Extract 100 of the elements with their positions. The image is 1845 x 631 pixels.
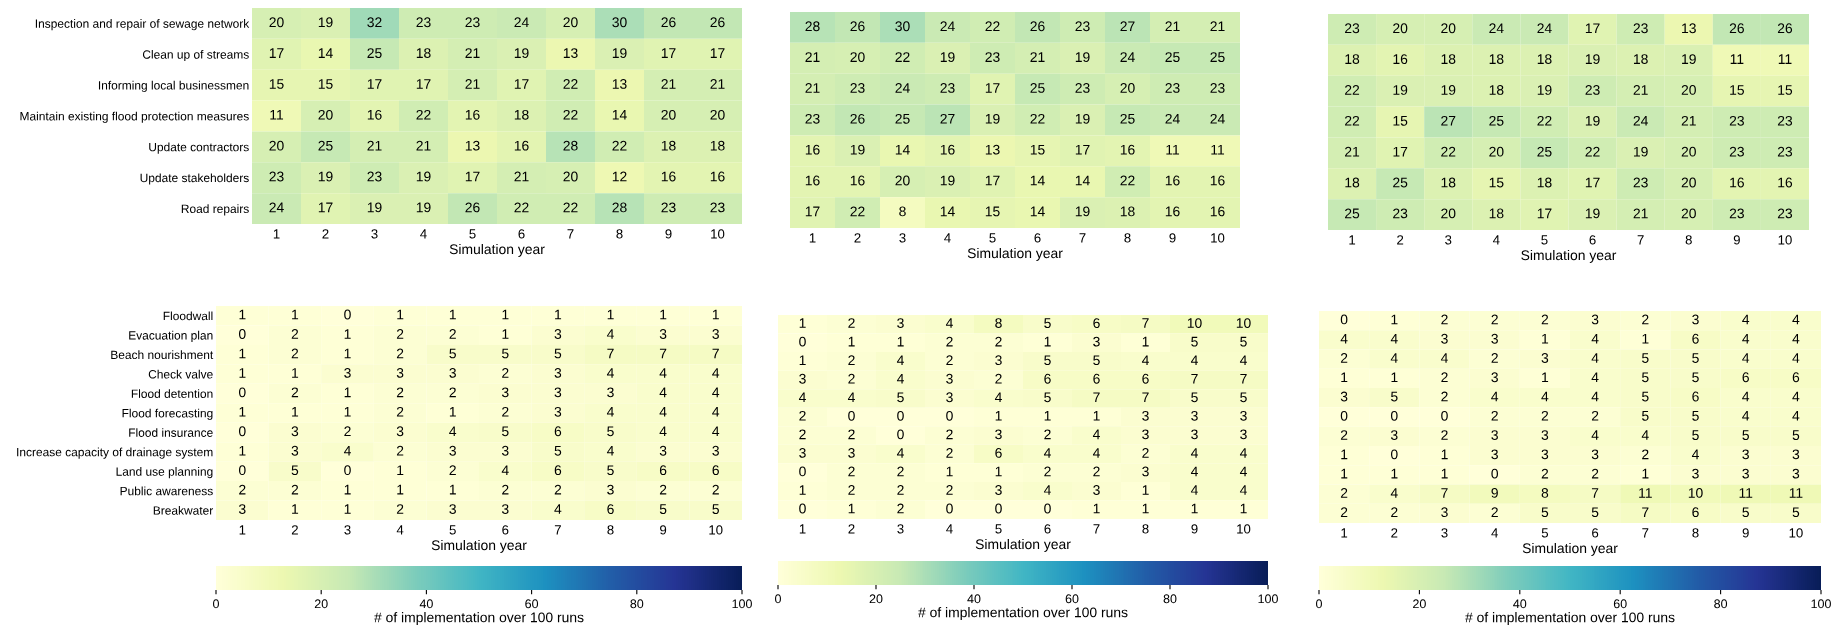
data-label: 11 [1166, 144, 1180, 155]
x-tick-label: 9 [1169, 233, 1176, 243]
color-bar-label: 40 [967, 594, 981, 604]
data-label: 2 [291, 484, 299, 495]
data-label: 21 [805, 83, 820, 93]
data-label: 2 [848, 373, 855, 384]
data-label: 3 [897, 318, 904, 328]
data-label: 3 [1441, 333, 1448, 344]
data-label: 5 [1641, 391, 1649, 402]
data-label: 0 [238, 387, 246, 398]
x-tick-label: 3 [899, 233, 906, 243]
data-label: 3 [554, 329, 562, 339]
y-tick-label: Floodwall [163, 311, 213, 321]
x-tick-label: 2 [854, 233, 861, 243]
data-label: 2 [1491, 353, 1498, 363]
color-bar-label: 20 [314, 599, 328, 609]
x-tick-label: 7 [554, 525, 561, 535]
y-tick-label: Check valve [148, 369, 213, 379]
data-label: 4 [1190, 448, 1198, 458]
data-label: 5 [554, 348, 562, 359]
x-tick-label: 8 [1692, 528, 1699, 538]
data-label: 4 [1491, 391, 1499, 402]
data-label: 4 [501, 465, 509, 475]
data-label: 2 [848, 466, 855, 477]
data-label: 15 [985, 206, 1000, 217]
x-tick-label: 3 [371, 229, 378, 239]
data-label: 20 [1489, 146, 1504, 157]
data-label: 19 [416, 171, 431, 182]
data-label: 4 [896, 355, 904, 365]
color-bar-label: 20 [869, 594, 883, 604]
data-label: 0 [848, 410, 855, 421]
data-label: 20 [1120, 83, 1135, 93]
data-label: 30 [895, 21, 910, 32]
data-label: 25 [1489, 115, 1504, 126]
x-tick-label: 8 [1124, 233, 1131, 243]
data-label: 0 [344, 465, 351, 476]
data-label: 15 [1030, 144, 1045, 155]
data-label: 3 [1692, 314, 1699, 325]
data-label: 24 [1633, 115, 1648, 126]
data-label: 1 [555, 309, 562, 320]
data-label: 23 [1585, 85, 1600, 95]
data-label: 6 [1093, 373, 1100, 384]
y-tick-label: Road repairs [181, 204, 249, 216]
y-tick-label: Update contractors [149, 142, 249, 154]
data-label: 0 [799, 466, 806, 477]
data-label: 30 [612, 17, 627, 28]
data-label: 1 [449, 484, 456, 495]
data-label: 22 [850, 206, 865, 217]
data-label: 25 [318, 140, 333, 151]
data-label: 3 [449, 367, 456, 378]
data-label: 14 [1030, 206, 1045, 217]
data-label: 3 [1491, 449, 1498, 460]
x-tick-label: 2 [322, 229, 329, 239]
data-label: 21 [1633, 208, 1648, 219]
y-tick-label: Public awareness [120, 486, 213, 496]
data-label: 1 [239, 445, 246, 456]
data-label: 1 [1341, 468, 1348, 479]
data-label: 23 [1633, 23, 1648, 34]
data-label: 20 [1681, 85, 1696, 95]
data-label: 26 [661, 17, 676, 28]
data-label: 6 [1792, 372, 1800, 383]
data-label: 23 [269, 171, 284, 182]
x-tick-label: 1 [1349, 235, 1356, 245]
data-label: 25 [1345, 208, 1360, 219]
data-label: 2 [1541, 410, 1549, 421]
color-bar-label: 80 [1163, 594, 1177, 604]
data-label: 17 [416, 79, 431, 89]
data-label: 25 [1030, 83, 1045, 93]
data-label: 22 [895, 52, 910, 62]
x-tick-label: 2 [291, 525, 298, 535]
data-label: 23 [1777, 208, 1793, 219]
data-label: 1 [1093, 503, 1100, 514]
data-label: 4 [712, 368, 720, 378]
data-label: 6 [659, 465, 667, 476]
data-label: 1 [897, 336, 904, 347]
data-label: 21 [661, 79, 676, 89]
data-label: 23 [1165, 83, 1180, 93]
data-label: 2 [396, 348, 404, 359]
data-label: 2 [502, 367, 509, 378]
data-label: 4 [1792, 411, 1800, 421]
data-label: 4 [847, 392, 855, 403]
data-label: 3 [1591, 449, 1599, 460]
data-label: 4 [896, 373, 904, 384]
data-label: 3 [1591, 314, 1599, 325]
data-label: 1 [1391, 314, 1398, 325]
data-label: 1 [848, 503, 855, 514]
data-label: 22 [563, 202, 578, 213]
data-label: 21 [514, 171, 529, 182]
data-label: 11 [1211, 144, 1225, 155]
color-bar-label: 40 [419, 599, 433, 609]
data-label: 1 [1341, 449, 1348, 460]
data-label: 0 [1441, 410, 1448, 421]
data-label: 20 [269, 140, 284, 151]
data-label: 16 [805, 175, 820, 186]
data-label: 1 [239, 309, 246, 320]
data-label: 5 [1591, 507, 1599, 518]
data-label: 32 [367, 17, 382, 28]
data-label: 1 [1142, 485, 1149, 495]
data-label: 20 [710, 109, 725, 120]
color-bar-label: 0 [775, 594, 781, 604]
